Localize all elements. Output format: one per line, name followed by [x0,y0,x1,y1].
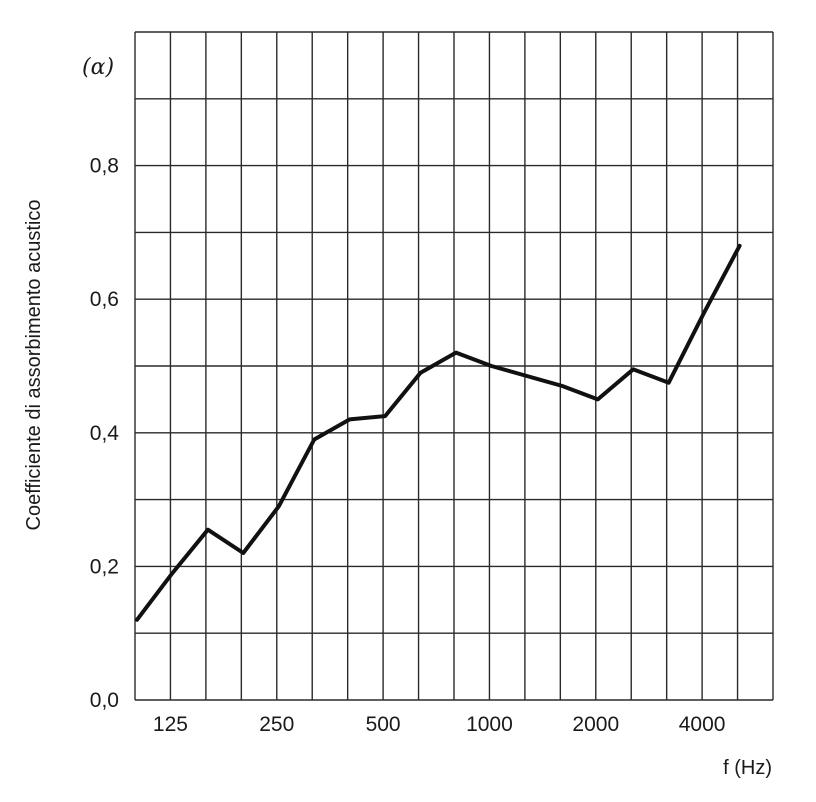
x-tick-label: 1000 [466,713,513,736]
x-tick-label: 500 [366,713,401,736]
series-group [135,243,742,622]
y-tick-label: 0,2 [90,555,119,578]
x-tick-label: 250 [259,713,294,736]
y-axis-label: Coefficiente di assorbimento acustico [23,200,45,531]
y-tick-label: 0,8 [90,155,119,178]
unit-symbol: (α) [82,55,114,80]
y-tick-label: 0,4 [90,422,120,445]
x-tick-label: 125 [153,713,188,736]
x-tick-labels: 125 250 500 1000 2000 4000 [153,713,726,736]
grid [134,31,774,701]
y-tick-label: 0,6 [90,288,119,311]
y-tick-label: 0,0 [90,689,119,712]
x-tick-label: 4000 [679,713,726,736]
y-tick-labels: 0,0 0,2 0,4 0,6 0,8 [90,155,120,712]
series-line [135,243,742,622]
x-tick-label: 2000 [572,713,619,736]
x-axis-label: f (Hz) [723,757,772,779]
